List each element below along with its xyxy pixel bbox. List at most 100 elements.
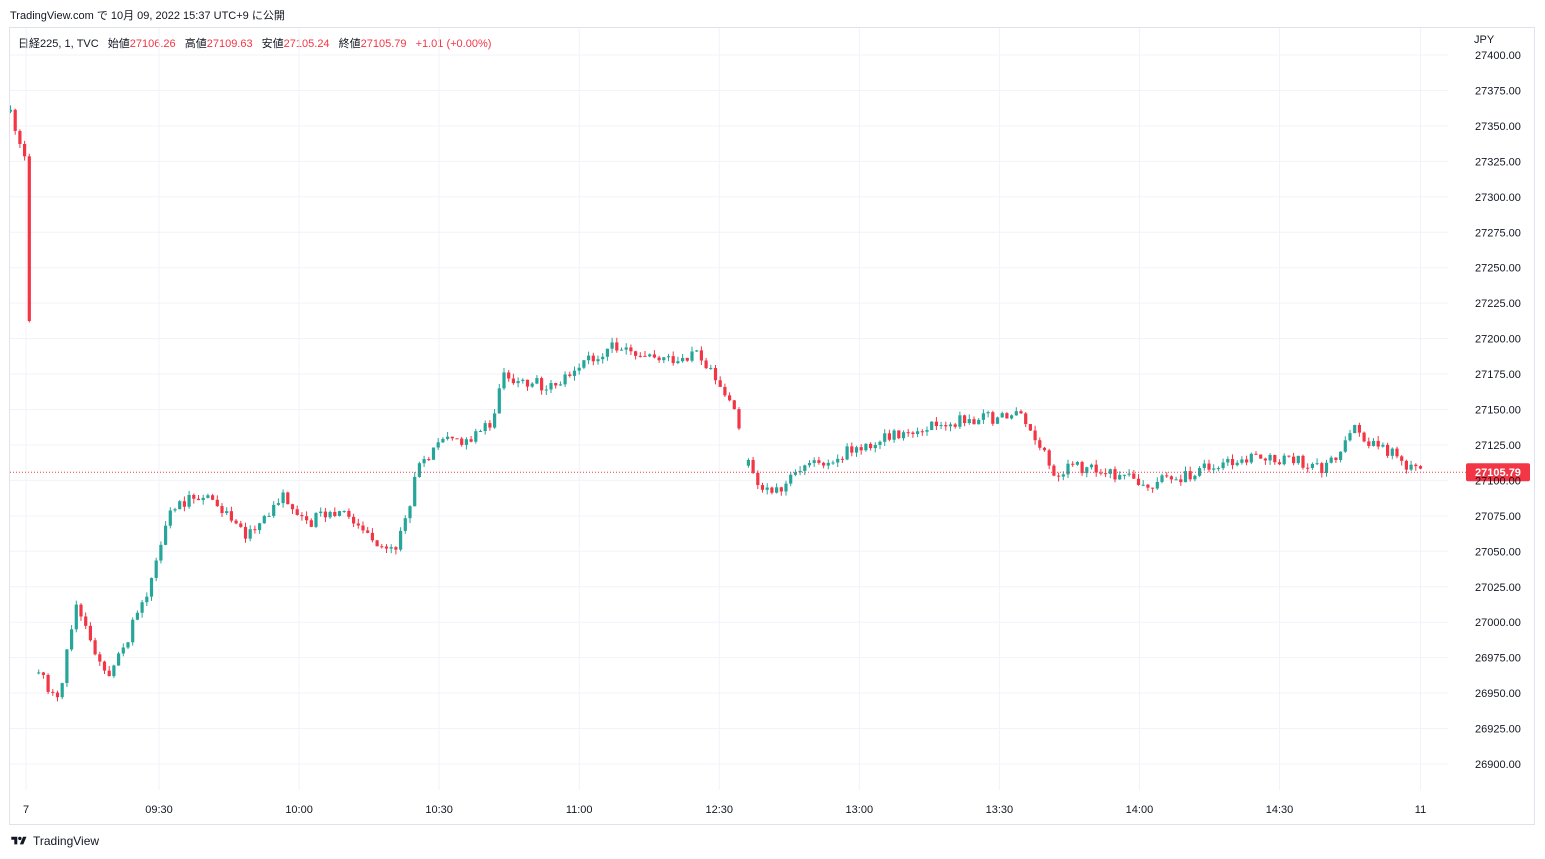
candle-body bbox=[807, 462, 812, 466]
candle-body bbox=[84, 616, 88, 626]
candle-body bbox=[394, 547, 398, 550]
candle-body bbox=[1230, 459, 1235, 466]
price-tick-label: 27275.00 bbox=[1475, 227, 1521, 239]
candle-body bbox=[215, 499, 219, 507]
candle-body bbox=[521, 379, 525, 382]
candle-body bbox=[290, 504, 295, 510]
candle-body bbox=[427, 459, 431, 461]
candle-body bbox=[554, 383, 558, 386]
candle-body bbox=[422, 459, 426, 464]
candle-body bbox=[1146, 484, 1150, 488]
candle-body bbox=[488, 423, 492, 428]
candle-body bbox=[135, 612, 139, 620]
candle-body bbox=[1132, 473, 1136, 479]
candle-body bbox=[1221, 462, 1225, 469]
candle-body bbox=[601, 356, 605, 360]
time-tick-label: 13:30 bbox=[986, 804, 1014, 816]
candle-body bbox=[243, 526, 248, 539]
candle-body bbox=[511, 378, 515, 384]
candle-body bbox=[51, 691, 55, 693]
candle-body bbox=[728, 395, 732, 401]
candle-body bbox=[826, 462, 830, 466]
candle-body bbox=[1310, 463, 1314, 468]
candle-body bbox=[1202, 463, 1206, 469]
candle-body bbox=[1362, 432, 1366, 442]
candle-body bbox=[897, 430, 901, 439]
candle-body bbox=[906, 432, 910, 434]
brand-name: TradingView bbox=[33, 834, 100, 848]
candle-body bbox=[375, 540, 379, 547]
candle-body bbox=[79, 604, 83, 617]
candle-body bbox=[417, 463, 421, 477]
candle-body bbox=[944, 425, 948, 427]
candle-body bbox=[1014, 411, 1018, 416]
candle-body bbox=[540, 378, 544, 391]
candle-body bbox=[713, 367, 718, 381]
candle-body bbox=[977, 419, 981, 425]
candle-body bbox=[1367, 441, 1371, 446]
candle-body bbox=[1259, 454, 1263, 459]
high-value: 27109.63 bbox=[206, 38, 253, 50]
candle-body bbox=[70, 629, 74, 650]
candle-body bbox=[361, 525, 365, 531]
publish-info: TradingView.com で 10月 09, 2022 15:37 UTC… bbox=[10, 7, 285, 23]
candle-body bbox=[1113, 469, 1117, 480]
tradingview-logo-icon bbox=[11, 836, 27, 845]
candle-body bbox=[164, 525, 168, 545]
candle-body bbox=[634, 351, 638, 356]
candle-body bbox=[229, 511, 233, 521]
candle-body bbox=[497, 388, 501, 414]
candle-body bbox=[657, 357, 661, 361]
candle-body bbox=[760, 485, 765, 490]
candle-body bbox=[854, 447, 859, 453]
tradingview-brand[interactable]: TradingView bbox=[10, 833, 99, 849]
candle-body bbox=[1207, 463, 1211, 470]
candle-body bbox=[88, 625, 92, 641]
candle-body bbox=[413, 476, 417, 507]
candle-body bbox=[629, 347, 633, 352]
candle-body bbox=[1235, 462, 1239, 466]
low-value: 27105.24 bbox=[283, 38, 330, 50]
candle-body bbox=[610, 342, 614, 349]
candle-body bbox=[206, 495, 210, 498]
candle-body bbox=[1329, 457, 1333, 463]
candle-body bbox=[117, 653, 121, 666]
candle-body bbox=[436, 442, 440, 448]
candle-body bbox=[850, 446, 854, 453]
candle-body bbox=[1287, 455, 1291, 457]
candle-body bbox=[892, 430, 896, 440]
candle-body bbox=[201, 497, 205, 501]
candle-body bbox=[1273, 454, 1277, 463]
candle-body bbox=[46, 674, 50, 692]
candle-body bbox=[1386, 444, 1390, 456]
candle-body bbox=[737, 409, 741, 429]
candle-body bbox=[1005, 413, 1009, 419]
candle-body bbox=[1151, 487, 1155, 489]
time-axis[interactable]: 7 09:30 10:00 10:30 11:00 12:30 13:00 13:30 14:0… bbox=[23, 804, 1426, 816]
candle-body bbox=[1033, 430, 1037, 441]
candle-body bbox=[1353, 424, 1357, 434]
candle-body bbox=[605, 348, 609, 357]
candle-body bbox=[572, 370, 577, 376]
price-axis[interactable]: 27400.00 27375.00 27350.00 27325.00 27300.00… bbox=[1475, 50, 1521, 771]
candle-body bbox=[1282, 455, 1286, 465]
candle-body bbox=[963, 415, 967, 424]
candle-body bbox=[27, 156, 31, 322]
candle-body bbox=[671, 356, 675, 364]
time-tick-label: 12:30 bbox=[705, 804, 733, 816]
candle-body bbox=[1136, 478, 1141, 486]
candle-body bbox=[995, 417, 1000, 424]
candle-body bbox=[1141, 484, 1145, 486]
candle-body bbox=[149, 577, 154, 597]
price-tick-label: 27025.00 bbox=[1475, 582, 1521, 594]
price-tick-label: 27175.00 bbox=[1475, 369, 1521, 381]
candle-body bbox=[13, 109, 17, 131]
candle-body bbox=[60, 683, 64, 698]
candle-body bbox=[789, 474, 793, 484]
candle-body bbox=[972, 419, 976, 425]
candle-body bbox=[234, 520, 238, 524]
candle-body bbox=[1071, 463, 1075, 465]
candle-body bbox=[615, 342, 619, 351]
price-tick-label: 27225.00 bbox=[1475, 298, 1521, 310]
